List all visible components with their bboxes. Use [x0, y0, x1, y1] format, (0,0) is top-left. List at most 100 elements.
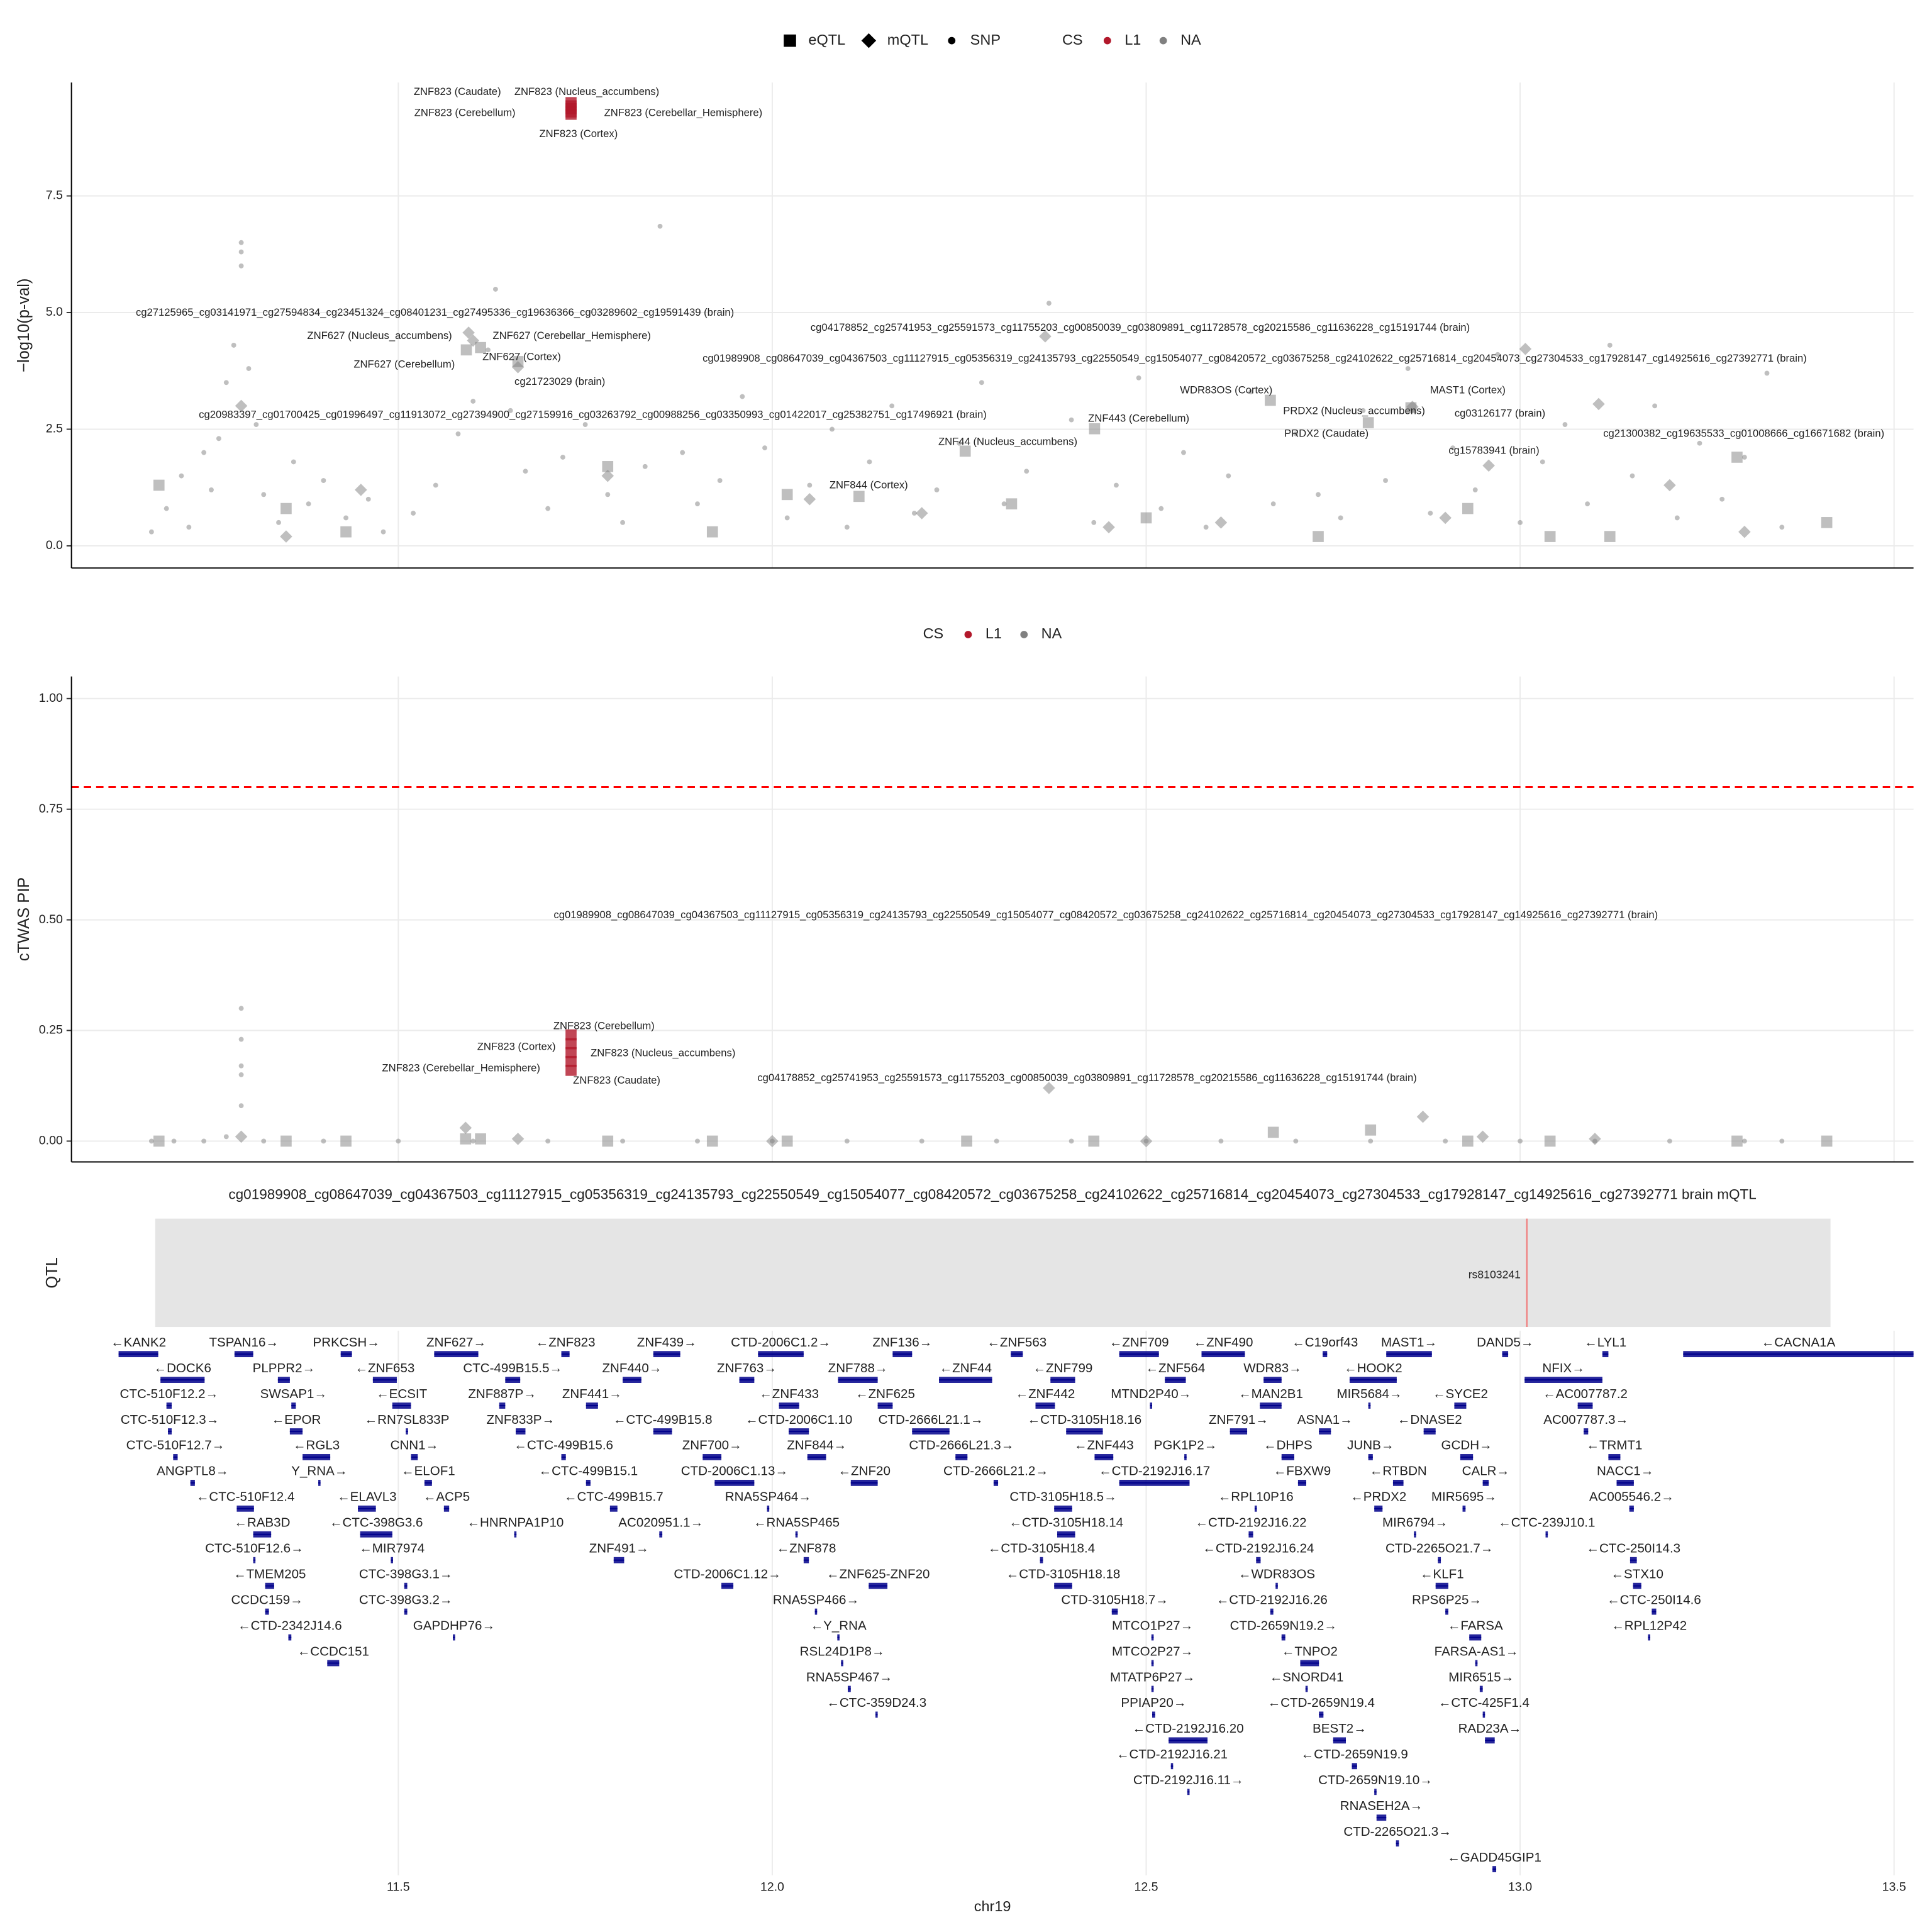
snp-point	[1114, 482, 1119, 488]
gene-label: ←CTC-250I14.6	[1607, 1592, 1701, 1607]
eqtl-point	[565, 1065, 577, 1076]
gene-label: DAND5→	[1477, 1335, 1533, 1350]
gene	[234, 1351, 253, 1358]
mqtl-point	[1102, 521, 1115, 534]
gene-label: ←CTC-499B15.8	[613, 1413, 713, 1427]
gene	[253, 1557, 256, 1563]
eqtl-point	[1365, 1124, 1377, 1136]
snp-point	[1181, 450, 1186, 455]
gene	[253, 1531, 272, 1538]
mqtl-point	[459, 1121, 472, 1135]
annotation: ZNF44 (Nucleus_accumbens)	[938, 436, 1077, 448]
annotation: cg20983397_cg01700425_cg01996497_cg11913…	[199, 409, 987, 421]
snp-point	[1316, 492, 1321, 497]
snp-point	[1719, 496, 1725, 502]
gene	[1323, 1351, 1328, 1358]
gene	[1150, 1402, 1153, 1409]
gene-label: ←CTD-2192J16.26	[1216, 1592, 1328, 1607]
gene-label: ←SNORD41	[1270, 1670, 1344, 1684]
snp-point	[1495, 352, 1501, 357]
gene-label: ←DHPS	[1263, 1438, 1313, 1453]
gene-label: CTD-2659N19.2→	[1230, 1618, 1337, 1633]
snp-point	[1360, 408, 1366, 413]
gene	[1423, 1428, 1436, 1435]
snp-point	[433, 482, 438, 488]
gene	[807, 1454, 826, 1460]
gene-label: ←ZNF44	[940, 1361, 992, 1375]
gene	[1584, 1428, 1589, 1435]
gene-label: SWSAP1→	[260, 1387, 327, 1401]
snp-point	[246, 366, 252, 371]
gene	[1479, 1685, 1483, 1692]
snp-point	[1046, 301, 1052, 306]
gene	[1119, 1479, 1190, 1486]
gene	[288, 1634, 292, 1641]
gene-label: ←TRMT1	[1586, 1438, 1642, 1453]
gene	[1319, 1428, 1331, 1435]
gene	[505, 1377, 521, 1383]
snp-point	[1383, 478, 1388, 484]
snp-point	[171, 1138, 177, 1144]
gene-label: CTD-2666L21.3→	[909, 1438, 1014, 1453]
gene	[277, 1377, 290, 1383]
eqtl-point	[1821, 1135, 1833, 1147]
gene	[340, 1351, 352, 1358]
snp-point	[1368, 1138, 1374, 1144]
gene	[1184, 1454, 1187, 1460]
gene-label: ←ZNF563	[987, 1335, 1046, 1350]
legend-symbol	[861, 33, 877, 48]
eqtl-point	[1088, 1135, 1100, 1147]
gene	[1263, 1377, 1282, 1383]
gene	[1454, 1402, 1467, 1409]
gene	[739, 1377, 755, 1383]
mqtl-point	[280, 530, 292, 543]
legend-symbol	[1159, 36, 1167, 45]
snp-point	[1674, 515, 1680, 521]
snp-point	[1001, 501, 1007, 507]
gene	[303, 1454, 331, 1460]
gene	[118, 1351, 158, 1358]
gene-label: RNASEH2A→	[1340, 1799, 1423, 1813]
y-tick-label: 0.00	[39, 1134, 63, 1148]
annotation: ZNF627 (Cerebellum)	[353, 358, 455, 370]
eqtl-point	[565, 1046, 577, 1058]
gene-label: ←ELAVL3	[337, 1490, 397, 1504]
gene	[406, 1428, 408, 1435]
gene	[1349, 1377, 1397, 1383]
x-tick-label: 11.5	[387, 1880, 410, 1894]
eqtl-point	[153, 479, 165, 491]
eqtl-point	[512, 356, 524, 367]
gene-label: CCDC159→	[231, 1592, 303, 1607]
snp-point	[179, 473, 184, 479]
eqtl-point	[602, 1135, 614, 1147]
gene	[653, 1428, 672, 1435]
gene	[1111, 1608, 1118, 1615]
annotation: ZNF823 (Nucleus_accumbens)	[514, 86, 659, 97]
gene-label: GCDH→	[1441, 1438, 1492, 1453]
gene	[516, 1428, 526, 1435]
gene	[1475, 1660, 1478, 1667]
gene	[993, 1479, 999, 1486]
gene-label: RPS6P25→	[1412, 1592, 1482, 1607]
annotation: ZNF823 (Cerebellum)	[553, 1020, 655, 1032]
gene-label: ←CTC-250I14.3	[1586, 1541, 1680, 1556]
snp-point	[1518, 1138, 1523, 1144]
gene-label: ←ZNF20	[838, 1464, 890, 1479]
gene	[1152, 1711, 1155, 1718]
gene	[1485, 1737, 1495, 1744]
gene	[1094, 1454, 1114, 1460]
gene-label: ←ZNF625-ZNF20	[826, 1567, 930, 1581]
gene	[659, 1531, 663, 1538]
mqtl-point	[1738, 525, 1751, 538]
snp-point	[657, 223, 663, 229]
annotation: ZNF823 (Cerebellar_Hemisphere)	[382, 1062, 540, 1074]
legend-label: SNP	[970, 31, 1001, 48]
gene-label: ←GADD45GIP1	[1447, 1850, 1541, 1865]
snp-point	[844, 1138, 850, 1144]
snp-point	[486, 347, 491, 353]
snp-point	[238, 263, 244, 269]
mqtl-point	[235, 1130, 248, 1143]
snp-point	[1293, 1138, 1299, 1144]
snp-point	[380, 529, 386, 535]
track-title: cg01989908_cg08647039_cg04367503_cg11127…	[228, 1186, 1756, 1202]
